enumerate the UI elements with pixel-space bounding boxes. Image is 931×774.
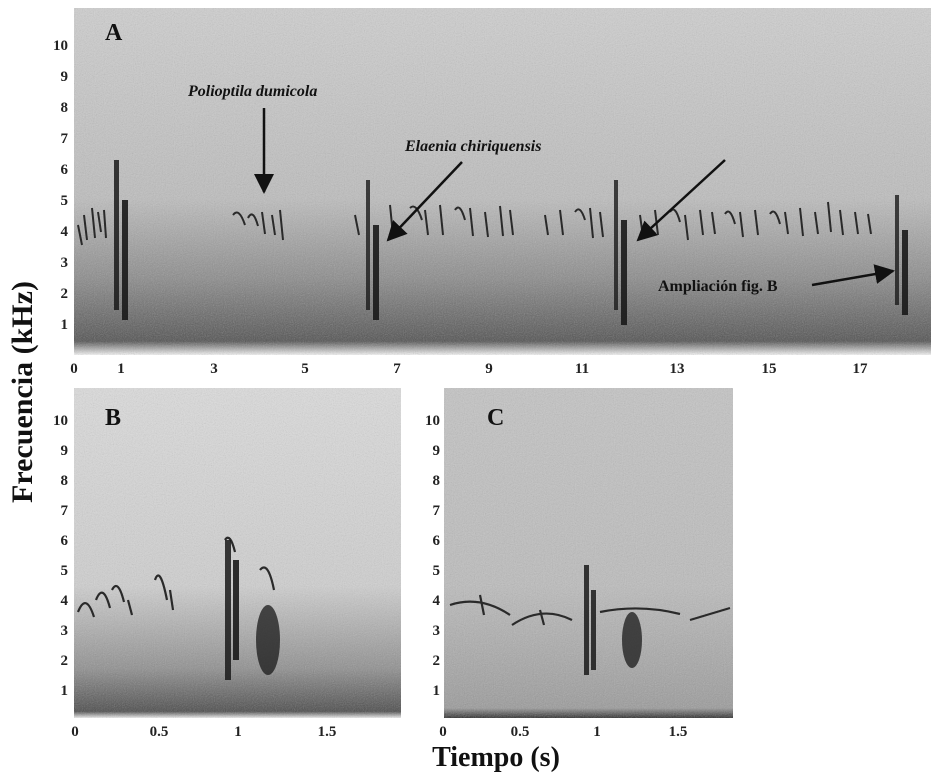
panel-b-ytick: 9 (61, 443, 69, 459)
panel-b-xtick: 0 (71, 724, 79, 740)
panel-b-ytick: 3 (61, 623, 69, 639)
annotation-ampliacion: Ampliación fig. B (658, 278, 778, 295)
panel-b-yaxis: 1 2 3 4 5 6 7 8 9 10 (53, 413, 69, 699)
panel-a-xaxis: 0 1 3 5 7 9 11 13 15 17 (70, 361, 868, 377)
panel-c-ytick: 4 (433, 593, 441, 609)
y-axis-title: Frecuencia (kHz) (6, 281, 39, 503)
panel-c-xtick: 0 (439, 724, 447, 740)
panel-a-xtick: 3 (210, 361, 218, 377)
panel-a-ytick: 2 (61, 286, 69, 302)
panel-c-ytick: 6 (433, 533, 441, 549)
panel-c-ytick: 3 (433, 623, 441, 639)
panel-b-ytick: 5 (61, 563, 69, 579)
arrow-elaenia-1 (386, 161, 463, 242)
panel-b-ytick: 7 (61, 503, 69, 519)
panel-c-label: C (487, 405, 504, 431)
panel-b-ytick: 4 (61, 593, 69, 609)
panel-a-ytick: 6 (61, 162, 69, 178)
panel-a-ytick: 5 (61, 193, 69, 209)
panel-b-noise (74, 388, 401, 718)
panel-b-ytick: 6 (61, 533, 69, 549)
panel-b-streaks (225, 540, 280, 680)
panel-a-yaxis: 1 2 3 4 5 6 7 8 9 10 (53, 38, 69, 333)
panel-b-xtick: 1.5 (318, 724, 337, 740)
panel-c-xtick: 1 (593, 724, 601, 740)
panel-a-noise (74, 8, 931, 355)
panel-c-xtick: 0.5 (511, 724, 530, 740)
panel-c-ytick: 8 (433, 473, 441, 489)
annotation-polioptila: Polioptila dumicola (187, 83, 317, 100)
panel-c-streaks (584, 565, 642, 675)
panel-c-ytick: 5 (433, 563, 441, 579)
panel-b-xtick: 1 (234, 724, 242, 740)
panel-a-xtick: 15 (762, 361, 777, 377)
panel-c-xtick: 1.5 (669, 724, 688, 740)
panel-a-label: A (105, 20, 123, 46)
panel-c: C 1 2 3 4 5 6 7 8 9 10 0 0.5 1 1.5 (425, 388, 733, 740)
panel-a-ytick: 8 (61, 100, 69, 116)
x-axis-title: Tiempo (s) (432, 742, 560, 773)
panel-a-xtick: 9 (485, 361, 493, 377)
panel-c-ytick: 9 (433, 443, 441, 459)
panel-b-calls (76, 536, 276, 618)
arrow-elaenia-2 (636, 159, 726, 242)
panel-a-ytick: 4 (61, 224, 69, 240)
panel-a-ytick: 9 (61, 69, 69, 85)
panel-c-calls (449, 594, 731, 626)
panel-b-label: B (105, 405, 121, 431)
panel-a-xtick: 13 (670, 361, 685, 377)
panel-b-ytick: 2 (61, 653, 69, 669)
panel-c-yaxis: 1 2 3 4 5 6 7 8 9 10 (425, 413, 441, 699)
panel-c-ytick: 1 (433, 683, 441, 699)
panel-b-ytick: 8 (61, 473, 69, 489)
panel-a-xtick: 5 (301, 361, 309, 377)
panel-a-streaks (114, 160, 908, 325)
panel-b: B 1 2 3 4 5 6 7 8 9 10 0 0.5 1 1.5 (53, 388, 401, 740)
annotation-elaenia: Elaenia chiriquensis (404, 138, 541, 155)
panel-a: A 1 2 3 4 5 6 7 8 9 10 0 1 3 5 7 9 11 13… (53, 8, 931, 377)
panel-a-xtick: 7 (393, 361, 401, 377)
panel-b-ytick: 1 (61, 683, 69, 699)
arrow-ampliacion (811, 264, 895, 287)
panel-a-xtick: 11 (575, 361, 589, 377)
panel-a-xtick: 17 (853, 361, 869, 377)
panel-b-xtick: 0.5 (150, 724, 169, 740)
panel-a-ytick: 1 (61, 317, 69, 333)
panel-a-ytick: 3 (61, 255, 69, 271)
panel-b-ytick: 10 (53, 413, 68, 429)
panel-b-xaxis: 0 0.5 1 1.5 (71, 724, 336, 740)
panel-a-ytick: 7 (61, 131, 69, 147)
panel-a-xtick: 1 (117, 361, 125, 377)
panel-c-ytick: 10 (425, 413, 440, 429)
panel-c-ytick: 7 (433, 503, 441, 519)
panel-a-ytick: 10 (53, 38, 68, 54)
panel-c-ytick: 2 (433, 653, 441, 669)
panel-c-xaxis: 0 0.5 1 1.5 (439, 724, 687, 740)
panel-a-xtick: 0 (70, 361, 78, 377)
